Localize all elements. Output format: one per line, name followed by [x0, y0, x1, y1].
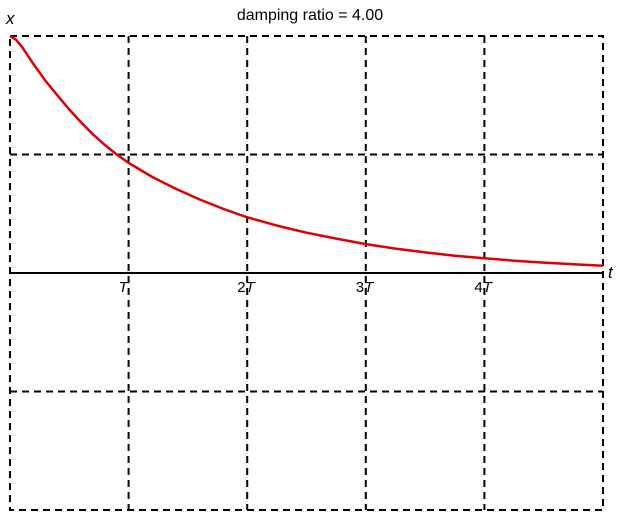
x-axis-label: t	[608, 263, 614, 282]
y-axis-label: x	[5, 9, 15, 28]
chart-title: damping ratio = 4.00	[237, 7, 383, 24]
series-line	[9, 34, 604, 267]
x-tick-label: 2T	[237, 279, 256, 296]
x-tick-label: 4T	[474, 279, 493, 296]
series-group	[9, 34, 604, 267]
x-tick-label: T	[119, 279, 130, 296]
x-tick-label: 3T	[356, 279, 375, 296]
x-tick-labels: T 2T 3T 4T	[119, 279, 494, 296]
